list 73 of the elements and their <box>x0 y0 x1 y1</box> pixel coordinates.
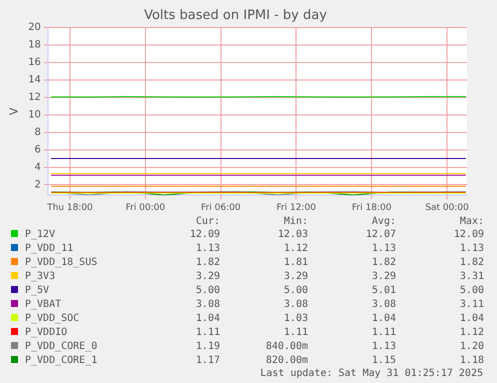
y-axis-title: V <box>7 107 20 116</box>
y-tick-label: 20 <box>28 22 41 34</box>
text: Cur: <box>194 216 221 228</box>
text: 5.01 <box>370 284 397 298</box>
text: 1.11 <box>282 326 309 340</box>
x-tick-label: Fri 06:00 <box>201 202 241 213</box>
text: Last update: Sat May 31 01:25:17 2025 <box>259 368 484 379</box>
x-tick-label: Fri 00:00 <box>126 202 166 213</box>
chart-title: Volts based on IPMI - by day <box>144 8 328 24</box>
text: 5.00 <box>282 284 309 298</box>
legend-label: P_3V3 <box>24 270 56 284</box>
text: 3.11 <box>458 298 485 312</box>
text: 12.09 <box>188 228 221 242</box>
legend-label: P_VBAT <box>24 298 62 312</box>
text: 840.00m <box>264 340 309 354</box>
y-tick-label: 10 <box>28 109 41 120</box>
y-tick-label: 16 <box>28 57 41 68</box>
text: 1.13 <box>194 242 221 256</box>
x-tick-label: Sat 00:00 <box>425 202 470 213</box>
text: 1.04 <box>458 312 485 326</box>
y-tick-label: 12 <box>28 92 41 104</box>
text: 1.82 <box>458 256 485 270</box>
x-tick-label: Fri 18:00 <box>352 202 392 213</box>
text: 3.29 <box>194 270 221 284</box>
text: 820.00m <box>264 354 309 368</box>
text: 1.03 <box>282 312 309 326</box>
legend-label: P_VDD_18_SUS <box>24 256 98 270</box>
text: 3.29 <box>370 270 397 284</box>
y-tick-label: 18 <box>28 40 41 51</box>
text: Min: <box>282 216 309 228</box>
text: 1.13 <box>370 340 397 354</box>
text: 1.04 <box>370 312 397 326</box>
text: 3.08 <box>282 298 309 312</box>
legend-label: P_VDD_11 <box>24 242 74 256</box>
text: 1.82 <box>194 256 221 270</box>
text: 1.82 <box>370 256 397 270</box>
text: 1.13 <box>370 242 397 256</box>
legend-label: P_12V <box>24 228 56 242</box>
legend-label: P_VDD_SOC <box>24 312 80 326</box>
text: 12.07 <box>364 228 397 242</box>
text: Avg: <box>370 216 397 228</box>
text: 1.04 <box>194 312 221 326</box>
text: 1.12 <box>458 326 485 340</box>
text: 1.17 <box>194 354 221 368</box>
text: 1.12 <box>282 242 309 256</box>
legend-label: P_VDD_CORE_1 <box>24 354 98 368</box>
text: 1.20 <box>458 340 485 354</box>
y-tick-label: 14 <box>28 74 41 86</box>
text: 1.19 <box>194 340 221 354</box>
text: 3.08 <box>194 298 221 312</box>
y-tick-label: 4 <box>34 162 41 173</box>
legend-label: P_5V <box>24 284 50 298</box>
text: 3.29 <box>282 270 309 284</box>
text: 3.31 <box>458 270 485 284</box>
text: 1.11 <box>370 326 397 340</box>
text: 1.81 <box>282 256 309 270</box>
legend-label: P_VDDIO <box>24 326 68 340</box>
x-tick-label: Fri 12:00 <box>276 202 316 213</box>
text: 1.11 <box>194 326 221 340</box>
text: 3.08 <box>370 298 397 312</box>
legend-label: P_VDD_CORE_0 <box>24 340 98 354</box>
y-tick-label: 8 <box>34 126 41 138</box>
text: 1.18 <box>458 354 485 368</box>
text: 12.09 <box>452 228 485 242</box>
y-tick-label: 6 <box>34 144 41 156</box>
x-tick-label: Thu 18:00 <box>46 202 94 213</box>
y-tick-label: 2 <box>34 179 41 190</box>
text: 5.00 <box>458 284 485 298</box>
text: 1.15 <box>370 354 397 368</box>
text: Max: <box>458 216 485 228</box>
text: 12.03 <box>276 228 309 242</box>
text: 1.13 <box>458 242 485 256</box>
text: 5.00 <box>194 284 221 298</box>
